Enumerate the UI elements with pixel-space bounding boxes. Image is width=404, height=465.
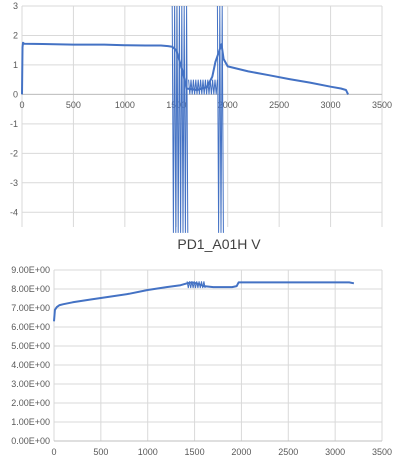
- x-tick-label: 2500: [278, 447, 298, 457]
- x-tick-label: 3500: [372, 100, 392, 110]
- y-tick-label: 4.00E+00: [11, 360, 50, 370]
- y-tick-label: 2: [13, 30, 18, 40]
- y-tick-label: 6.00E+00: [11, 322, 50, 332]
- noise-band: [171, 5, 189, 233]
- y-tick-label: -3: [10, 178, 18, 188]
- series-line: [53, 281, 355, 322]
- x-tick-label: 2000: [231, 447, 251, 457]
- x-tick-label: 500: [66, 100, 81, 110]
- x-tick-label: 1000: [115, 100, 135, 110]
- x-tick-label: 0: [51, 447, 56, 457]
- y-tick-label: 3: [13, 1, 18, 11]
- y-tick-label: -1: [10, 119, 18, 129]
- x-tick-label: 2000: [218, 100, 238, 110]
- y-tick-label: 1: [13, 60, 18, 70]
- noise-band: [216, 5, 224, 233]
- x-tick-label: 500: [93, 447, 108, 457]
- y-tick-label: 3.00E+00: [11, 379, 50, 389]
- y-tick-label: 1.00E+00: [11, 417, 50, 427]
- x-tick-label: 1000: [138, 447, 158, 457]
- x-tick-label: 3000: [325, 447, 345, 457]
- y-tick-label: 5.00E+00: [11, 341, 50, 351]
- x-tick-label: 3500: [372, 447, 392, 457]
- x-tick-label: 2500: [269, 100, 289, 110]
- noise-band: [188, 79, 218, 95]
- y-tick-label: 0: [13, 89, 18, 99]
- y-tick-label: 7.00E+00: [11, 303, 50, 313]
- y-tick-label: 8.00E+00: [11, 284, 50, 294]
- y-tick-label: 9.00E+00: [11, 265, 50, 275]
- y-tick-label: -2: [10, 148, 18, 158]
- y-tick-label: 0.00E+00: [11, 436, 50, 446]
- chart-title: PD1_A01H V: [177, 236, 261, 252]
- x-tick-label: 3000: [321, 100, 341, 110]
- x-tick-label: 1500: [185, 447, 205, 457]
- series-line: [21, 41, 350, 95]
- chart-bottom: PD1_A01H V 9.00E+00 8.00E+00 7.00E+00 6.00E…: [11, 236, 392, 457]
- y-tick-label: -4: [10, 207, 18, 217]
- x-tick-label: 0: [19, 100, 24, 110]
- y-tick-label: 2.00E+00: [11, 398, 50, 408]
